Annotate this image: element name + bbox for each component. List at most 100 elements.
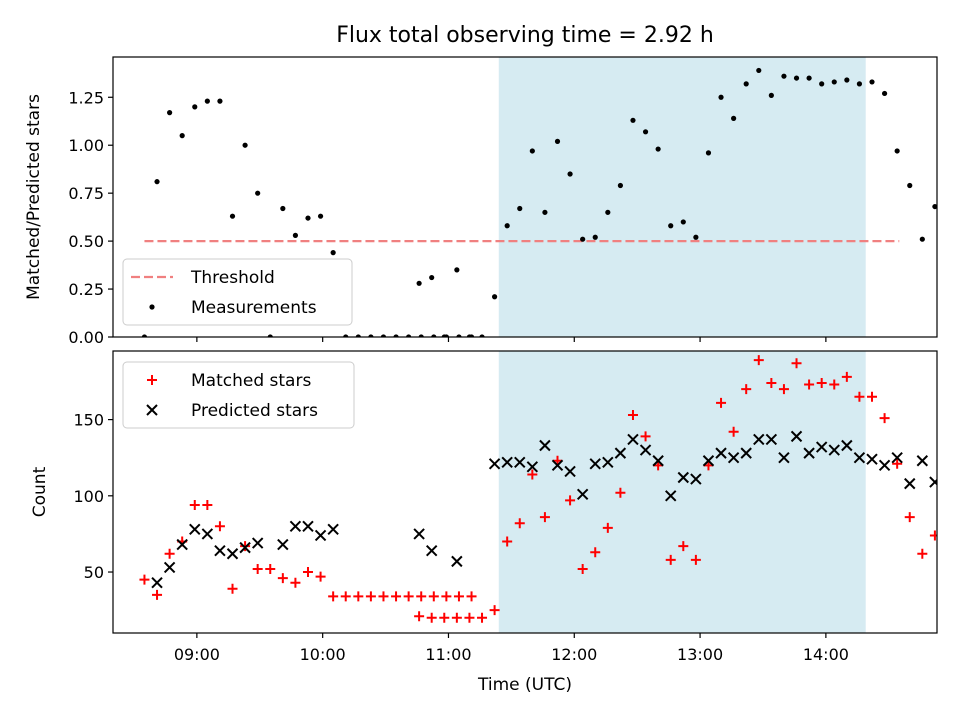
matched-star-point bbox=[804, 379, 815, 390]
measurement-point bbox=[756, 67, 762, 74]
predicted-star-point bbox=[214, 544, 226, 557]
matched-star-point bbox=[265, 563, 276, 574]
predicted-star-point bbox=[425, 544, 438, 557]
measurement-point bbox=[504, 223, 510, 229]
y-tick-label: 50 bbox=[84, 563, 104, 582]
matched-star-point bbox=[403, 591, 414, 602]
matched-star-point bbox=[378, 591, 389, 602]
predicted-star-point bbox=[790, 430, 803, 443]
measurement-point bbox=[517, 205, 523, 212]
observing-window-shade bbox=[498, 57, 866, 337]
measurement-point bbox=[179, 133, 185, 139]
measurement-point bbox=[869, 79, 875, 85]
predicted-star-point bbox=[702, 455, 715, 467]
matched-star-point bbox=[152, 589, 163, 600]
predicted-star-point bbox=[576, 488, 589, 500]
matched-star-point bbox=[879, 413, 890, 424]
legend-label: Measurements bbox=[191, 298, 317, 318]
measurement-point bbox=[642, 129, 649, 135]
x-tick-label: 10:00 bbox=[300, 645, 346, 664]
measurement-point bbox=[454, 267, 460, 273]
measurement-point bbox=[192, 104, 198, 110]
x-tick-label: 12:00 bbox=[551, 645, 597, 664]
legend: Threshold Measurements bbox=[122, 258, 353, 326]
measurement-point bbox=[806, 75, 812, 81]
predicted-star-point bbox=[665, 490, 677, 502]
series-measurements bbox=[141, 67, 937, 337]
matched-star-point bbox=[328, 591, 339, 602]
matched-star-point bbox=[539, 512, 550, 523]
y-axis-label: Count bbox=[30, 466, 50, 517]
measurement-point bbox=[781, 73, 787, 79]
x-tick-label: 11:00 bbox=[425, 645, 471, 664]
predicted-star-point bbox=[639, 444, 652, 456]
measurement-point bbox=[242, 142, 248, 148]
measurement-point bbox=[154, 179, 160, 185]
measurement-point bbox=[368, 334, 374, 337]
matched-star-point bbox=[439, 612, 450, 623]
measurement-point bbox=[292, 232, 299, 238]
x-tick-label: 09:00 bbox=[174, 645, 220, 664]
predicted-star-point bbox=[715, 447, 727, 459]
x-tick-label: 14:00 bbox=[803, 645, 849, 664]
matched-star-point bbox=[139, 574, 150, 585]
measurement-point bbox=[431, 334, 437, 337]
predicted-star-point bbox=[778, 451, 790, 464]
matched-star-point bbox=[854, 391, 865, 402]
plot-marks bbox=[139, 355, 937, 623]
top-panel: 0.00 0.25 0.50 0.75 1.00 1.25 Matched/Predicte… bbox=[24, 56, 938, 347]
measurement-point bbox=[919, 236, 925, 242]
measurement-point bbox=[881, 90, 888, 97]
matched-star-point bbox=[441, 591, 452, 602]
matched-star-point bbox=[640, 431, 651, 442]
matched-star-point bbox=[302, 567, 313, 578]
measurement-point bbox=[668, 223, 674, 229]
predicted-star-point bbox=[929, 476, 937, 488]
matched-star-point bbox=[741, 384, 752, 395]
legend-measurements-swatch bbox=[149, 304, 155, 310]
predicted-star-point bbox=[501, 456, 513, 468]
matched-star-point bbox=[841, 371, 852, 382]
measurement-point bbox=[355, 334, 361, 337]
measurement-point bbox=[491, 294, 498, 300]
predicted-star-point bbox=[652, 455, 664, 467]
matched-star-point bbox=[464, 612, 475, 623]
predicted-star-point bbox=[551, 459, 564, 472]
series-predicted-stars bbox=[151, 430, 937, 589]
axes-frame bbox=[112, 350, 938, 634]
matched-star-point bbox=[678, 541, 689, 552]
matched-star-point bbox=[189, 499, 200, 510]
measurement-point bbox=[217, 98, 223, 104]
predicted-star-point bbox=[277, 538, 289, 551]
y-tick-label: 1.25 bbox=[68, 88, 104, 107]
predicted-star-point bbox=[226, 548, 239, 560]
predicted-star-point bbox=[239, 541, 251, 554]
legend-matched-swatch bbox=[147, 375, 157, 385]
predicted-star-point bbox=[488, 458, 501, 470]
measurement-point bbox=[542, 209, 548, 215]
predicted-star-point bbox=[614, 447, 627, 459]
matched-star-point bbox=[904, 512, 915, 523]
measurement-point bbox=[204, 98, 210, 104]
matched-star-point bbox=[391, 591, 402, 602]
matched-star-point bbox=[665, 554, 676, 565]
legend-predicted-swatch bbox=[146, 404, 158, 416]
matched-star-point bbox=[929, 530, 937, 541]
measurement-point bbox=[693, 234, 699, 240]
measurement-point bbox=[630, 117, 636, 123]
measurement-point bbox=[819, 81, 825, 87]
chart-title: Flux total observing time = 2.92 h bbox=[336, 23, 714, 48]
measurement-point bbox=[731, 115, 737, 121]
measurement-point bbox=[680, 219, 686, 225]
matched-star-point bbox=[778, 384, 789, 395]
y-tick-label: 0.00 bbox=[68, 328, 104, 347]
measurement-point bbox=[768, 92, 774, 98]
measurement-point bbox=[932, 203, 937, 210]
predicted-star-point bbox=[740, 447, 752, 459]
matched-star-point bbox=[340, 591, 351, 602]
matched-star-point bbox=[615, 487, 626, 498]
matched-star-point bbox=[451, 612, 462, 623]
matched-star-point bbox=[428, 591, 439, 602]
predicted-star-point bbox=[677, 471, 690, 484]
